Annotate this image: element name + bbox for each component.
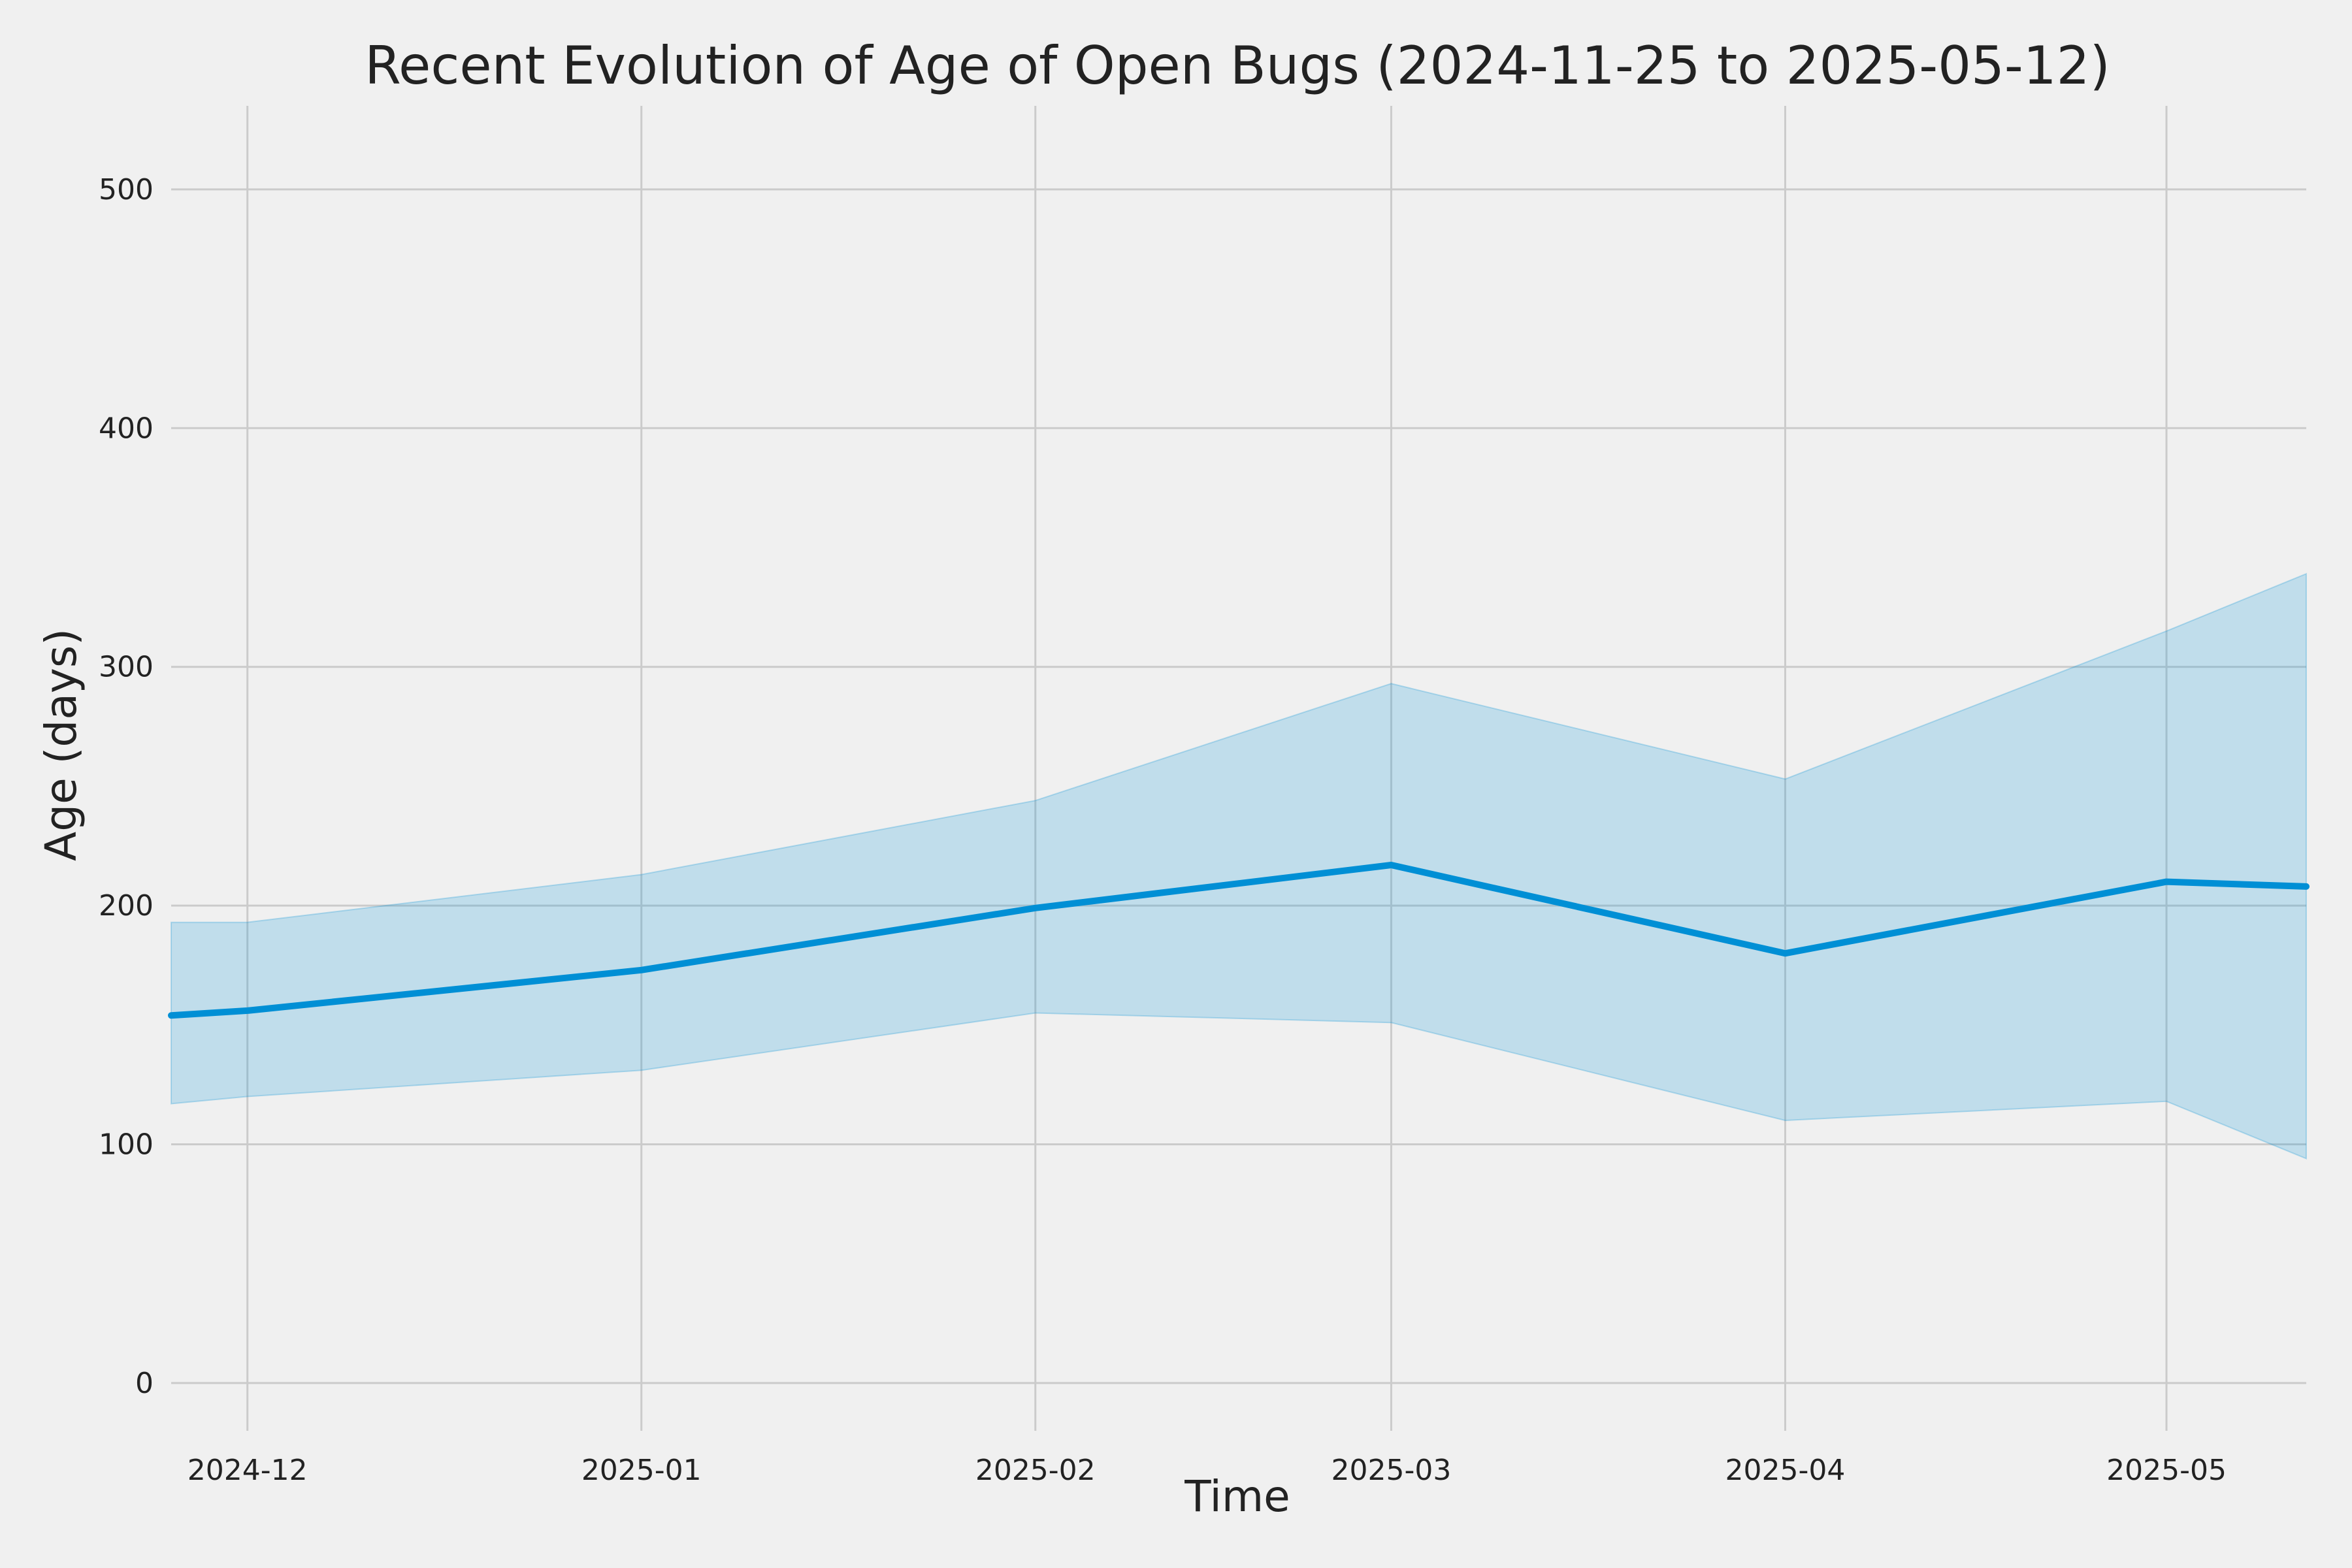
x-tick-label: 2025-03 — [1331, 1454, 1452, 1487]
chart-title: Recent Evolution of Age of Open Bugs (20… — [365, 35, 2110, 96]
line-layer — [168, 862, 2310, 1019]
band-layer — [171, 572, 2307, 1160]
series-point — [1034, 907, 1036, 909]
x-tick-label: 2025-01 — [581, 1454, 702, 1487]
y-axis-label: Age (days) — [36, 629, 86, 861]
x-tick-label: 2025-05 — [2106, 1454, 2227, 1487]
series-point — [640, 969, 642, 971]
confidence-band — [171, 572, 2307, 1160]
y-tick-labels: 0 100 200 300 400 500 — [99, 173, 154, 1400]
x-tick-labels: 2024-12 2025-01 2025-02 2025-03 2025-04 2025-… — [188, 1454, 2227, 1487]
series-point — [1390, 864, 1392, 866]
series-point — [1784, 953, 1786, 955]
grid — [171, 106, 2306, 1431]
y-tick-label: 500 — [99, 173, 154, 206]
x-tick-label: 2025-04 — [1725, 1454, 1846, 1487]
x-tick-label: 2025-02 — [975, 1454, 1096, 1487]
series-point — [2166, 881, 2167, 883]
series-point — [2306, 885, 2307, 887]
series-line — [168, 862, 2310, 1019]
y-tick-label: 200 — [99, 889, 154, 923]
series-point — [171, 1015, 172, 1017]
series-point — [246, 1009, 248, 1011]
y-tick-label: 400 — [99, 412, 154, 445]
y-tick-label: 0 — [135, 1367, 154, 1400]
y-tick-label: 300 — [99, 651, 154, 684]
x-axis-label: Time — [1184, 1471, 1290, 1522]
y-tick-label: 100 — [99, 1128, 154, 1162]
x-tick-label: 2024-12 — [188, 1454, 308, 1487]
